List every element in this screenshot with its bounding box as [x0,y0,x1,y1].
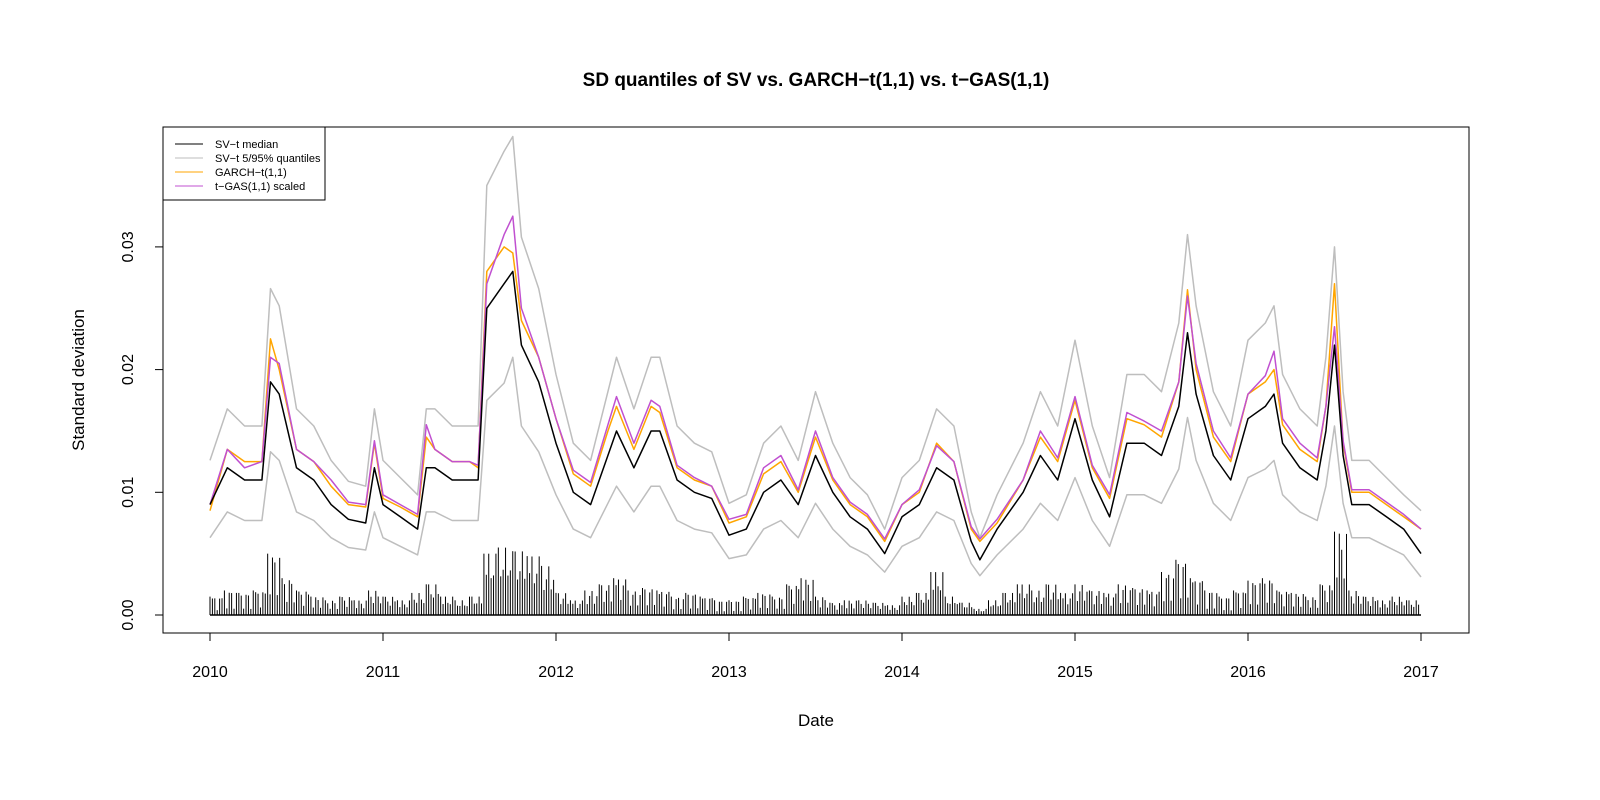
series-line-median [209,270,1422,561]
x-axis-label: Date [798,711,834,730]
x-tick-label: 2012 [538,664,574,681]
series-line-quantiles [209,135,1422,539]
legend-label-garch: GARCH−t(1,1) [215,167,287,179]
x-tick-label: 2010 [192,664,228,681]
x-tick-label: 2015 [1057,664,1093,681]
y-axis: 0.00 0.01 0.02 0.03 [120,231,164,631]
x-axis: 2010 2011 2012 2013 2014 2015 2016 2017 [192,632,1439,681]
y-axis-label: Standard deviation [69,309,88,451]
legend-box [162,126,326,201]
legend: SV−t median SV−t 5/95% quantiles GARCH−t… [162,126,326,201]
series-line-gas [209,215,1422,540]
legend-label-median: SV−t median [215,139,278,151]
series-line-quantiles [209,356,1422,578]
x-tick-label: 2017 [1403,664,1439,681]
x-tick-label: 2011 [366,664,401,681]
plot-frame [162,126,1470,634]
y-tick-label: 0.00 [120,599,137,630]
x-tick-label: 2014 [884,664,920,681]
y-tick-label: 0.02 [120,354,137,385]
legend-label-gas: t−GAS(1,1) scaled [215,181,305,193]
series-lines [209,135,1422,578]
chart-title: SD quantiles of SV vs. GARCH−t(1,1) vs. … [583,70,1050,91]
abs-returns-bars [209,531,1421,616]
x-tick-label: 2016 [1230,664,1266,681]
legend-label-quantiles: SV−t 5/95% quantiles [215,153,321,165]
x-tick-label: 2013 [711,664,747,681]
y-tick-label: 0.01 [120,477,137,508]
y-tick-label: 0.03 [120,231,137,262]
